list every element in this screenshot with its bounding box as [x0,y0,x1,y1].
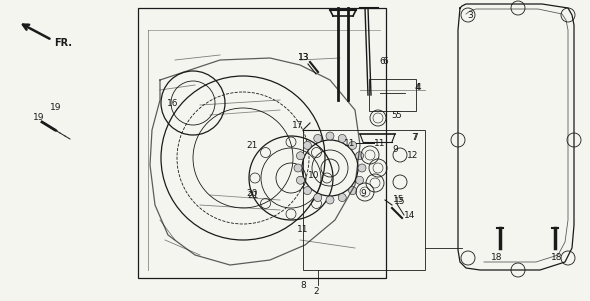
Circle shape [338,135,346,142]
Text: 17: 17 [292,122,304,131]
Text: 18: 18 [551,253,563,262]
Text: 9: 9 [392,145,398,154]
Circle shape [303,187,312,195]
Circle shape [296,152,304,160]
Text: 5: 5 [395,111,401,120]
Text: 16: 16 [167,98,179,107]
Text: 10: 10 [308,170,320,179]
Circle shape [338,194,346,202]
Text: 3: 3 [467,11,473,20]
Text: 20: 20 [246,190,258,198]
Text: 21: 21 [246,141,258,150]
Text: 4: 4 [415,82,421,92]
Text: 2: 2 [313,287,319,296]
Bar [303,130,425,270]
Text: FR.: FR. [54,38,72,48]
Text: 14: 14 [404,210,416,219]
Text: 7: 7 [411,134,417,142]
Text: 11: 11 [297,225,309,234]
Circle shape [303,141,312,149]
Text: 18: 18 [491,253,503,262]
Text: 21: 21 [247,191,258,200]
Text: 13: 13 [299,54,310,63]
Circle shape [326,196,334,204]
Text: 11: 11 [344,138,356,147]
Text: 7: 7 [412,134,418,142]
Text: 8: 8 [300,281,306,290]
Circle shape [326,132,334,140]
Text: 15: 15 [394,197,406,206]
Circle shape [349,141,356,149]
Circle shape [294,164,302,172]
Text: 19: 19 [33,113,45,123]
Text: 12: 12 [407,150,419,160]
Circle shape [314,135,322,142]
Text: 4: 4 [415,82,421,92]
Circle shape [349,187,356,195]
Text: 19: 19 [50,104,62,113]
Text: 5: 5 [391,111,397,120]
Text: 13: 13 [299,54,310,63]
Text: 6: 6 [382,57,388,67]
Circle shape [356,176,363,184]
Circle shape [314,194,322,202]
Text: 15: 15 [394,196,405,204]
Circle shape [358,164,366,172]
Text: 9: 9 [360,188,366,197]
Circle shape [296,176,304,184]
Bar [138,8,386,278]
Circle shape [356,152,363,160]
Text: 6: 6 [379,57,385,67]
Text: 11: 11 [374,138,386,147]
